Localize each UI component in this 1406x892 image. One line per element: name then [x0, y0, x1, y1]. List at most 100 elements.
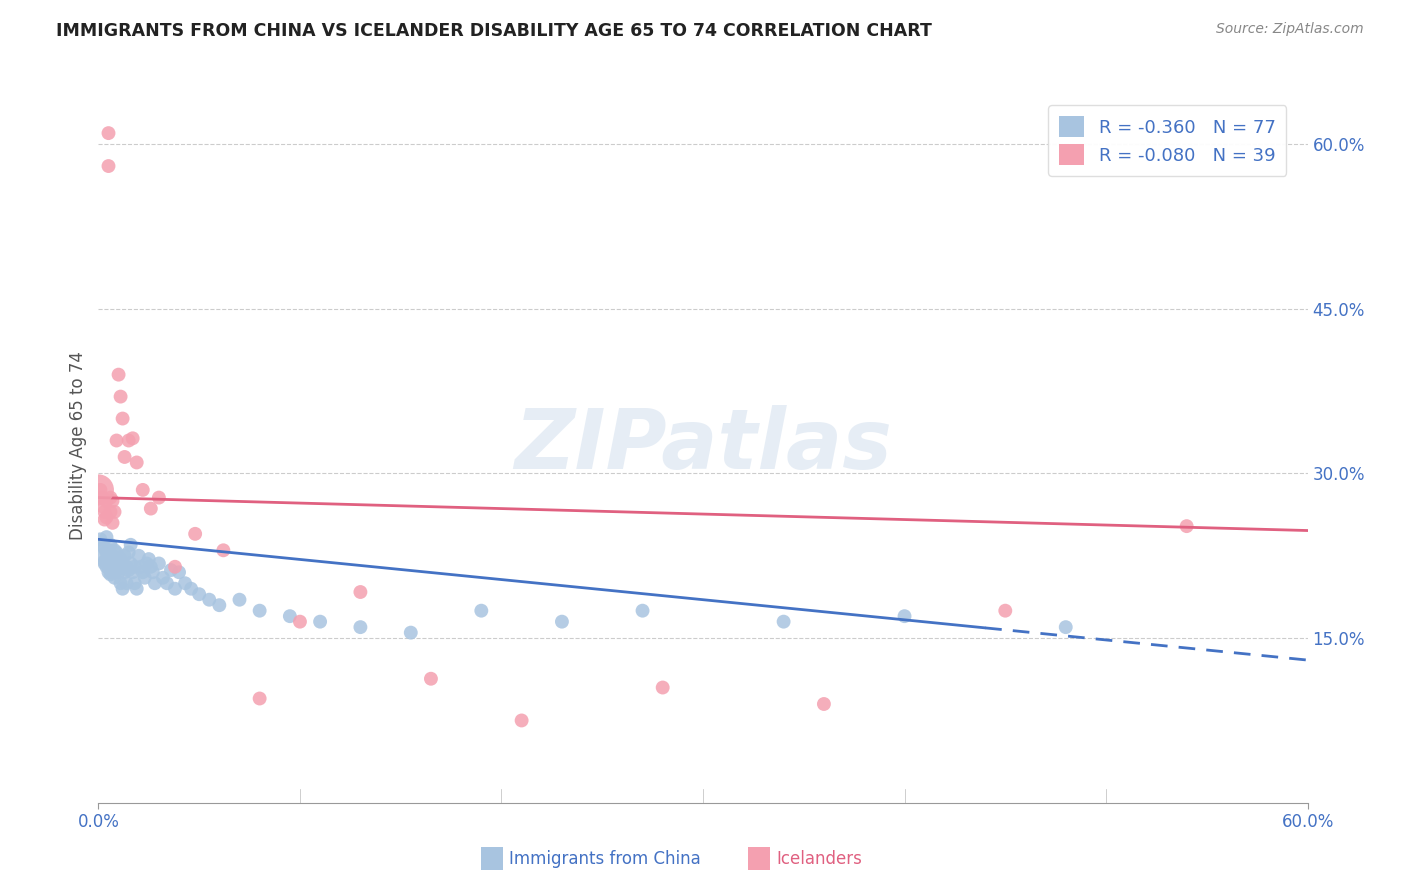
Point: [89, 483, 111, 497]
Point: [128, 549, 150, 563]
Point: [148, 491, 170, 505]
Point: [120, 557, 142, 571]
Point: [91, 549, 114, 563]
Point: [97, 549, 120, 563]
Point: [101, 566, 124, 580]
Point: [107, 368, 129, 382]
Point: [103, 557, 125, 571]
Point: [101, 557, 124, 571]
Point: [124, 576, 146, 591]
Point: [100, 505, 122, 519]
Point: [107, 559, 129, 574]
Point: [96, 494, 118, 508]
Point: [97, 557, 120, 571]
Point: [101, 516, 124, 530]
Point: [135, 557, 157, 571]
Point: [148, 557, 170, 571]
Text: Icelanders: Icelanders: [776, 849, 862, 868]
Point: [132, 566, 155, 580]
Point: [1175, 519, 1198, 533]
Point: [163, 582, 186, 596]
Legend: R = -0.360   N = 77, R = -0.080   N = 39: R = -0.360 N = 77, R = -0.080 N = 39: [1049, 105, 1286, 176]
Point: [163, 559, 186, 574]
Point: [772, 615, 794, 629]
Point: [994, 604, 1017, 618]
Point: [93, 512, 115, 526]
Point: [198, 592, 221, 607]
Point: [115, 559, 138, 574]
Point: [101, 494, 124, 508]
Point: [278, 609, 301, 624]
Point: [118, 434, 141, 448]
Point: [118, 563, 141, 577]
Point: [142, 566, 165, 580]
Point: [96, 530, 118, 544]
Point: [152, 571, 174, 585]
Point: [110, 390, 132, 404]
Point: [249, 604, 271, 618]
Point: [349, 585, 371, 599]
Point: [551, 615, 574, 629]
Point: [132, 483, 155, 497]
Point: [110, 552, 132, 566]
Point: [125, 455, 148, 469]
Point: [91, 491, 114, 505]
Text: Source: ZipAtlas.com: Source: ZipAtlas.com: [1216, 22, 1364, 37]
Point: [180, 582, 202, 596]
Point: [470, 604, 492, 618]
Point: [111, 582, 134, 596]
Point: [96, 559, 118, 574]
Point: [288, 615, 311, 629]
Point: [93, 541, 115, 555]
Point: [120, 538, 142, 552]
Point: [349, 620, 371, 634]
Point: [134, 571, 156, 585]
Point: [96, 545, 118, 559]
Point: [111, 411, 134, 425]
Point: [893, 609, 915, 624]
Point: [105, 545, 128, 559]
Point: [309, 615, 332, 629]
Point: [101, 549, 124, 563]
Point: [228, 592, 250, 607]
Point: [100, 552, 122, 566]
Point: [160, 563, 183, 577]
Point: [103, 571, 125, 585]
Point: [93, 557, 115, 571]
Point: [89, 533, 111, 547]
Point: [105, 563, 128, 577]
Point: [651, 681, 673, 695]
Point: [114, 566, 136, 580]
Point: [107, 554, 129, 568]
Point: [105, 434, 128, 448]
Point: [97, 543, 120, 558]
Point: [138, 552, 160, 566]
Point: [93, 554, 115, 568]
Point: [100, 559, 122, 574]
Point: [399, 625, 422, 640]
Point: [111, 557, 134, 571]
Point: [156, 576, 179, 591]
Point: [208, 598, 231, 612]
Point: [249, 691, 271, 706]
Point: [813, 697, 835, 711]
Point: [105, 552, 128, 566]
Text: ZIPatlas: ZIPatlas: [515, 406, 891, 486]
Point: [121, 566, 143, 580]
Point: [97, 566, 120, 580]
Point: [114, 450, 136, 464]
Point: [114, 549, 136, 563]
Point: [184, 526, 207, 541]
Point: [107, 566, 129, 580]
Point: [188, 587, 211, 601]
Point: [100, 491, 122, 505]
Point: [174, 576, 197, 591]
Point: [93, 505, 115, 519]
Point: [129, 559, 152, 574]
Point: [115, 576, 138, 591]
Point: [97, 126, 120, 140]
Point: [139, 501, 162, 516]
Point: [103, 543, 125, 558]
Point: [121, 431, 143, 445]
Point: [167, 566, 190, 580]
